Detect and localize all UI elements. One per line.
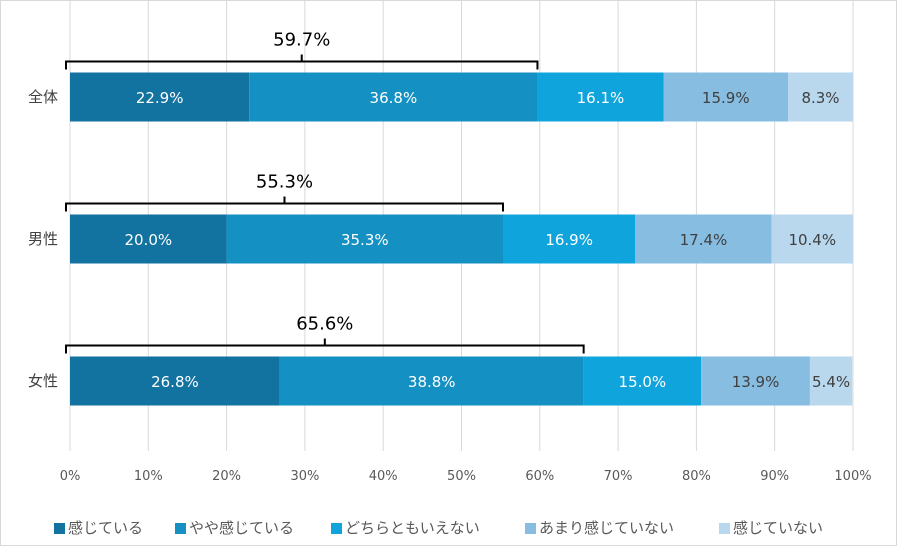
data-label: 20.0% (124, 231, 172, 249)
legend-swatch (525, 523, 536, 534)
legend-swatch (54, 523, 65, 534)
bar-segment (701, 356, 810, 406)
bracket (65, 338, 585, 354)
bar-segment (583, 356, 702, 406)
category-label: 全体 (28, 88, 58, 106)
data-label: 13.9% (732, 373, 780, 391)
x-tick-label: 80% (682, 469, 711, 484)
bar-segment (279, 356, 584, 406)
legend-label: やや感じている (189, 519, 294, 537)
x-tick-label: 60% (525, 469, 554, 484)
data-label: 15.0% (619, 373, 667, 391)
data-label: 38.8% (408, 373, 456, 391)
bar-segment (537, 72, 664, 122)
data-label: 10.4% (788, 231, 836, 249)
bar-segment (635, 214, 772, 264)
bracket-label: 65.6% (296, 314, 353, 335)
x-tick-label: 100% (834, 469, 871, 484)
x-tick-label: 50% (447, 469, 476, 484)
bar-segment (788, 72, 853, 122)
legend-swatch (331, 523, 342, 534)
legend-swatch (175, 523, 186, 534)
data-label: 5.4% (812, 373, 850, 391)
category-label: 女性 (28, 372, 58, 390)
data-label: 16.1% (577, 89, 625, 107)
data-label: 16.9% (545, 231, 593, 249)
data-label: 35.3% (341, 231, 389, 249)
data-label: 17.4% (680, 231, 728, 249)
bar-segment (502, 214, 636, 264)
legend-label: 感じている (68, 519, 143, 537)
bracket-label: 59.7% (273, 30, 330, 51)
bar-segment (809, 356, 853, 406)
bar-segment (663, 72, 789, 122)
bar-segment (249, 72, 538, 122)
bar-segment (226, 214, 503, 264)
legend-label: 感じていない (733, 519, 823, 537)
bracket (65, 54, 539, 70)
x-tick-label: 70% (604, 469, 633, 484)
bar-segment (70, 72, 250, 122)
category-label: 男性 (28, 230, 58, 248)
data-label: 15.9% (702, 89, 750, 107)
x-tick-label: 10% (134, 469, 163, 484)
legend-label: あまり感じていない (539, 519, 674, 537)
data-label: 22.9% (136, 89, 184, 107)
bracket-label: 55.3% (256, 172, 313, 193)
border-gap (266, 1, 346, 4)
legend-swatch (719, 523, 730, 534)
bracket (65, 196, 504, 212)
legend-label: どちらともいえない (345, 519, 480, 537)
x-tick-label: 40% (369, 469, 398, 484)
data-label: 26.8% (151, 373, 199, 391)
x-tick-label: 30% (290, 469, 319, 484)
x-tick-label: 90% (760, 469, 789, 484)
bar-segment (70, 356, 280, 406)
data-label: 36.8% (370, 89, 418, 107)
data-label: 8.3% (801, 89, 839, 107)
x-tick-label: 0% (60, 469, 81, 484)
x-tick-label: 20% (212, 469, 241, 484)
bar-segment (771, 214, 853, 264)
bar-segment (70, 214, 227, 264)
